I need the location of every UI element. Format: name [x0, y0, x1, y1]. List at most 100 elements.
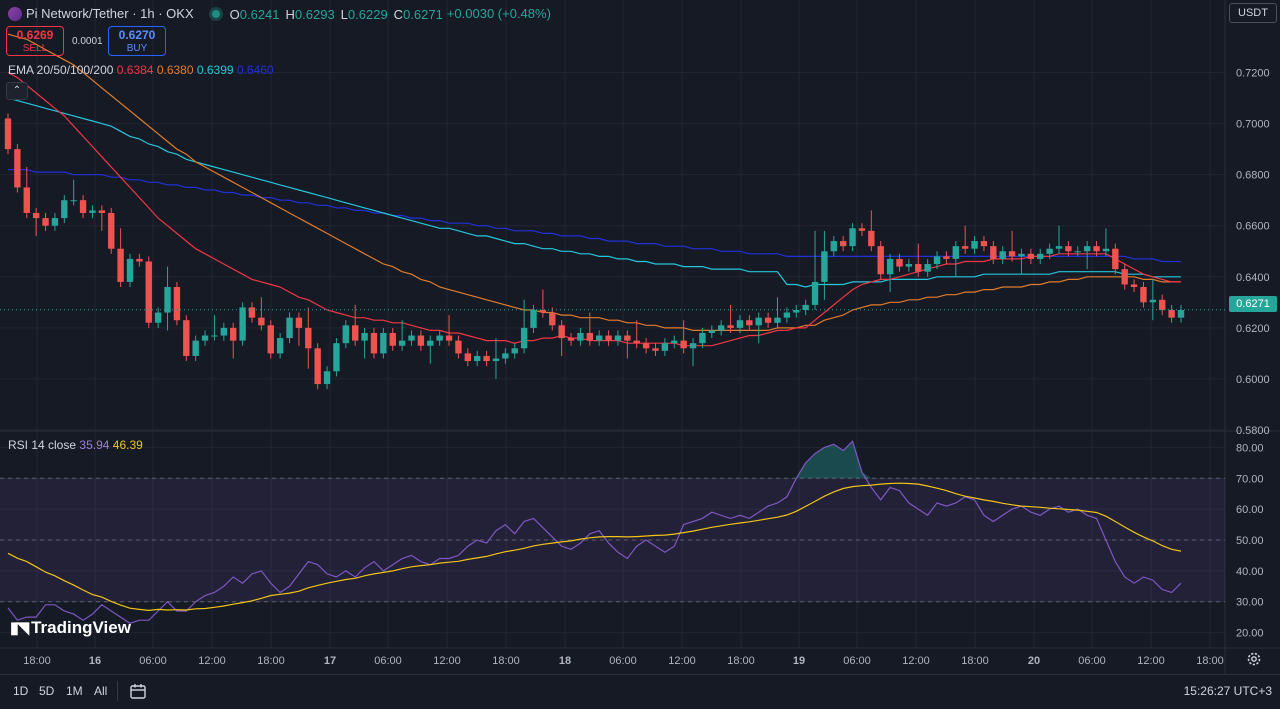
rsi-axis[interactable]: 80.00 70.00 60.00 50.00 40.00 30.00 20.00: [1236, 442, 1264, 639]
ohlc-key-h: H: [285, 6, 295, 22]
ema20-line: [7, 71, 1181, 347]
calendar-icon[interactable]: [129, 682, 147, 700]
ohlc-key-l: L: [340, 6, 348, 22]
price-tick-label: 0.6800: [1236, 170, 1270, 182]
ohlc-values: O0.6241 H0.6293 L0.6229 C0.6271: [229, 6, 443, 22]
price-axis[interactable]: 0.7200 0.7000 0.6800 0.6600 0.6400 0.6200 0.60…: [1236, 68, 1270, 437]
price-change: +0.0030 (+0.48%): [446, 6, 551, 22]
candle-up: [717, 325, 725, 331]
candle-down: [1168, 309, 1175, 318]
candle-up: [999, 251, 1006, 259]
time-tick-label: 18:00: [961, 655, 989, 667]
ema-lines: [7, 33, 1181, 347]
candle-down: [4, 118, 12, 150]
candle-down: [23, 187, 30, 213]
candle-up: [361, 332, 368, 341]
ohlc-value-h: 0.6293: [294, 6, 335, 22]
candle-down: [746, 320, 753, 326]
sell-label: SELL: [22, 43, 48, 54]
candle-down: [586, 332, 593, 341]
rsi-legend[interactable]: RSI 14 close 35.94 46.39: [8, 438, 143, 452]
candle-down: [108, 212, 115, 249]
ema-legend[interactable]: EMA 20/50/100/200 0.6384 0.6380 0.6399 0…: [8, 63, 274, 77]
candle-up: [1046, 248, 1053, 254]
candle-up: [380, 332, 387, 354]
candle-up: [821, 251, 828, 282]
time-axis[interactable]: 18:00 16 06:00 12:00 18:00 17 06:00 12:00 18:00 1…: [23, 655, 1224, 667]
candle-up: [323, 371, 331, 385]
candle-up: [1037, 253, 1044, 259]
candle-up: [1177, 309, 1185, 318]
symbol-header[interactable]: Pi Network/Tether · 1h · OKX O0.6241 H0.62…: [8, 5, 551, 22]
candle-down: [417, 335, 425, 346]
collapse-legend-button[interactable]: ⌃: [6, 82, 28, 100]
candle-down: [1093, 246, 1100, 252]
toolbar-divider: [117, 681, 118, 701]
rsi-value: 35.94: [79, 438, 110, 452]
range-5d-button[interactable]: 5D: [39, 684, 55, 698]
candle-up: [661, 343, 669, 351]
candle-up: [783, 312, 791, 318]
candle-up: [436, 335, 443, 341]
candle-up: [492, 358, 500, 362]
candle-down: [173, 287, 181, 321]
spread-value: 0.0001: [72, 36, 103, 47]
price-tick-label: 0.7000: [1236, 119, 1270, 131]
candle-up: [286, 317, 293, 339]
rsi-band-fill: [0, 478, 1225, 602]
time-tick-label: 18:00: [23, 655, 51, 667]
time-tick-label: 06:00: [843, 655, 871, 667]
range-all-button[interactable]: All: [94, 684, 108, 698]
candle-down: [267, 325, 274, 354]
candle-up: [699, 332, 706, 344]
price-tick-label: 0.7200: [1236, 68, 1270, 80]
candle-down: [605, 335, 612, 341]
sell-button[interactable]: 0.6269 SELL: [6, 26, 64, 56]
rsi-tick-label: 80.00: [1236, 442, 1264, 454]
time-tick-label: 16: [89, 655, 101, 667]
candle-down: [464, 353, 472, 362]
clock-timezone[interactable]: 15:26:27 UTC+3: [1183, 684, 1272, 698]
candle-up: [793, 309, 800, 313]
candle-down: [32, 212, 40, 219]
candle-up: [1055, 246, 1063, 249]
candle-down: [980, 241, 988, 247]
candle-down: [248, 307, 256, 318]
candle-down: [680, 340, 687, 349]
range-1m-button[interactable]: 1M: [66, 684, 83, 698]
ema20-value: 0.6384: [116, 63, 154, 77]
gear-icon[interactable]: [1246, 651, 1262, 667]
candle-up: [1018, 253, 1025, 257]
time-tick-label: 17: [324, 655, 336, 667]
candle-down: [567, 338, 575, 341]
ohlc-key-o: O: [229, 6, 240, 22]
time-tick-label: 06:00: [139, 655, 167, 667]
candle-down: [1027, 253, 1035, 259]
candle-down: [943, 256, 950, 259]
time-tick-label: 12:00: [433, 655, 461, 667]
rsi-tick-label: 40.00: [1236, 566, 1264, 578]
currency-selector[interactable]: USDT: [1229, 3, 1277, 23]
candle-down: [1130, 284, 1138, 288]
buy-label: BUY: [126, 43, 148, 54]
market-status-icon: [211, 9, 220, 18]
range-1d-button[interactable]: 1D: [13, 684, 29, 698]
candle-up: [70, 200, 77, 202]
time-tick-label: 18:00: [492, 655, 520, 667]
candle-up: [708, 330, 715, 333]
candle-up: [427, 340, 434, 346]
candle-down: [896, 258, 903, 267]
candle-up: [201, 335, 209, 341]
candle-down: [868, 230, 875, 247]
buy-button[interactable]: 0.6270 BUY: [108, 26, 166, 56]
candle-down: [136, 258, 143, 262]
time-tick-label: 06:00: [1078, 655, 1106, 667]
candle-down: [915, 264, 922, 272]
candle-down: [858, 228, 866, 231]
candle-up: [398, 340, 406, 346]
tradingview-watermark[interactable]: ▮◥ TradingView: [10, 618, 131, 638]
time-tick-label: 12:00: [1137, 655, 1165, 667]
rsi-tick-label: 30.00: [1236, 597, 1264, 609]
time-tick-label: 18:00: [727, 655, 755, 667]
